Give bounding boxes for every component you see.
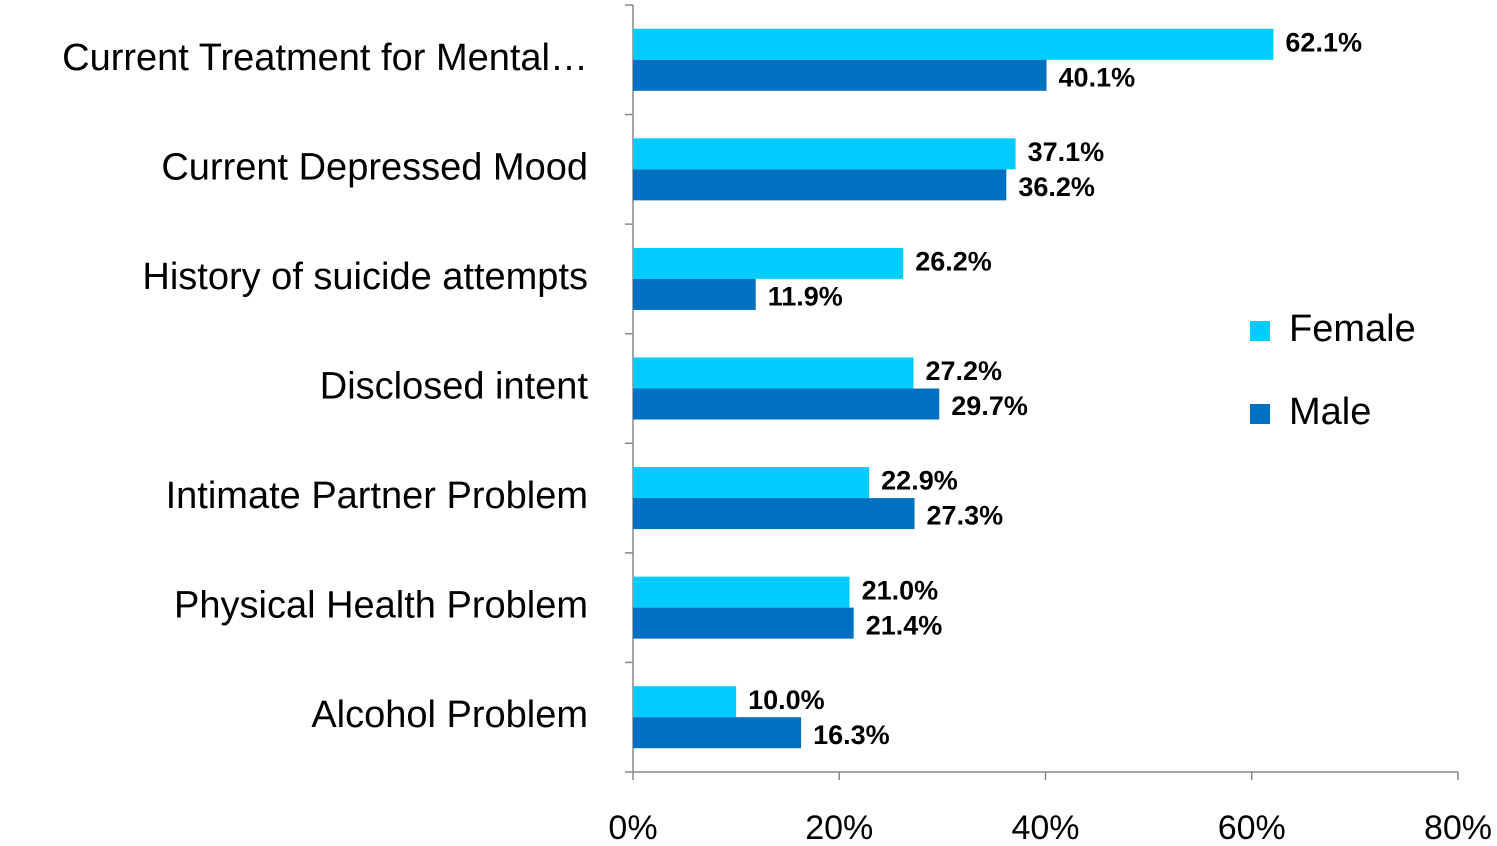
bar — [633, 388, 940, 420]
legend-swatch — [1250, 404, 1270, 424]
value-label: 11.9% — [768, 282, 843, 312]
value-label: 10.0% — [748, 685, 825, 715]
category-label: Physical Health Problem — [174, 585, 588, 627]
value-label: 16.3% — [813, 720, 890, 750]
category-label: Current Treatment for Mental… — [62, 37, 588, 79]
value-label: 27.3% — [927, 501, 1004, 531]
category-label: Alcohol Problem — [311, 694, 588, 736]
category-label: Disclosed intent — [320, 366, 589, 408]
x-tick-label: 0% — [608, 809, 657, 846]
x-tick-label: 20% — [805, 809, 873, 846]
value-label: 62.1% — [1285, 27, 1362, 57]
value-label: 26.2% — [915, 247, 992, 277]
value-label: 37.1% — [1028, 137, 1105, 167]
legend-label: Female — [1289, 308, 1416, 350]
bar — [633, 467, 870, 499]
bar — [633, 278, 756, 310]
category-label: Current Depressed Mood — [161, 146, 588, 188]
x-tick-label: 60% — [1218, 809, 1286, 846]
bar — [633, 498, 915, 530]
legend-label: Male — [1289, 391, 1371, 433]
value-label: 29.7% — [951, 391, 1028, 421]
bar — [633, 59, 1047, 91]
bar — [633, 169, 1007, 201]
value-label: 36.2% — [1018, 172, 1095, 202]
legend-swatch — [1250, 321, 1270, 341]
category-label: Intimate Partner Problem — [166, 475, 588, 517]
bar — [633, 138, 1016, 170]
value-label: 21.0% — [862, 575, 939, 605]
bar — [633, 247, 904, 279]
bar — [633, 686, 737, 718]
bar — [633, 717, 802, 749]
value-label: 22.9% — [881, 466, 958, 496]
x-tick-label: 40% — [1011, 809, 1079, 846]
x-tick-label: 80% — [1424, 809, 1492, 846]
bar — [633, 357, 914, 389]
bar — [633, 576, 850, 608]
bar — [633, 607, 854, 639]
value-label: 21.4% — [866, 610, 943, 640]
value-label: 40.1% — [1059, 62, 1136, 92]
bar — [633, 28, 1274, 60]
value-label: 27.2% — [926, 356, 1003, 386]
category-label: History of suicide attempts — [142, 256, 588, 298]
